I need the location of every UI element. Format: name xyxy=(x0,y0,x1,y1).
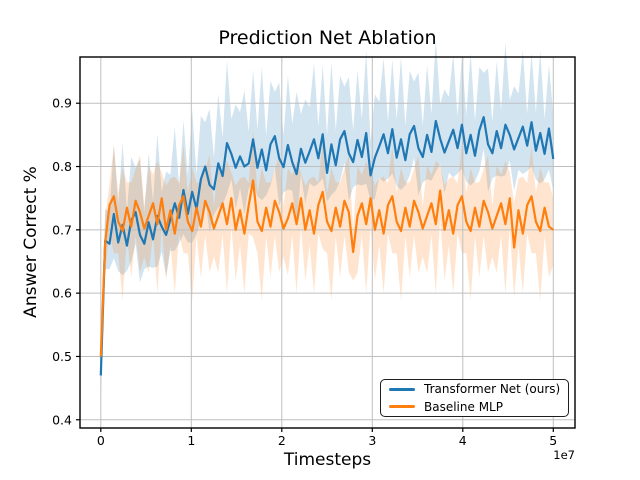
x-tick-label: 4 xyxy=(459,433,467,448)
series-line-1 xyxy=(99,179,554,357)
x-axis-offset-label: 1e7 xyxy=(553,448,575,462)
y-tick-label: 0.7 xyxy=(52,222,72,237)
y-tick-label: 0.6 xyxy=(52,286,72,301)
legend: Transformer Net (ours) Baseline MLP xyxy=(380,379,569,417)
y-tick-label: 0.5 xyxy=(52,349,72,364)
y-tick-label: 0.8 xyxy=(52,159,72,174)
axes-spines xyxy=(79,56,576,429)
legend-item: Baseline MLP xyxy=(385,400,564,415)
x-tick-label: 5 xyxy=(549,433,557,448)
legend-label: Transformer Net (ours) xyxy=(424,382,561,397)
y-axis-label: Answer Correct % xyxy=(21,166,41,318)
x-tick-label: 3 xyxy=(368,433,376,448)
legend-line-sample-icon xyxy=(389,405,415,409)
y-tick-label: 0.4 xyxy=(52,412,72,427)
series-line-0 xyxy=(99,116,555,376)
series-band-0 xyxy=(100,38,554,401)
legend-label: Baseline MLP xyxy=(424,399,503,414)
legend-line-sample-icon xyxy=(389,387,415,391)
legend-item: Transformer Net (ours) xyxy=(385,382,564,397)
y-tick-label: 0.9 xyxy=(52,96,72,111)
x-axis-label: Timesteps xyxy=(283,450,372,470)
x-tick-label: 1 xyxy=(187,433,195,448)
x-tick-label: 0 xyxy=(97,433,105,448)
chart-title: Prediction Net Ablation xyxy=(218,27,437,49)
x-tick-label: 2 xyxy=(278,433,286,448)
